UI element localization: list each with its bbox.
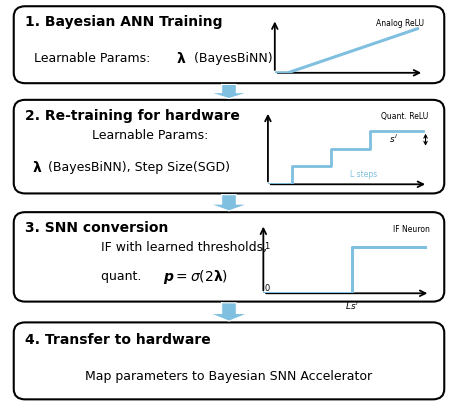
Text: Learnable Params:: Learnable Params:	[34, 52, 159, 65]
Polygon shape	[210, 195, 248, 211]
Text: Map parameters to Bayesian SNN Accelerator: Map parameters to Bayesian SNN Accelerat…	[86, 370, 372, 383]
Text: $\boldsymbol{p} = \sigma(2\boldsymbol{\lambda})$: $\boldsymbol{p} = \sigma(2\boldsymbol{\l…	[163, 267, 228, 285]
FancyBboxPatch shape	[14, 212, 444, 302]
Text: 0: 0	[264, 284, 270, 293]
Polygon shape	[210, 84, 248, 99]
Text: 1. Bayesian ANN Training: 1. Bayesian ANN Training	[25, 15, 223, 30]
FancyBboxPatch shape	[14, 100, 444, 193]
Text: 2. Re-training for hardware: 2. Re-training for hardware	[25, 109, 240, 123]
Text: $\boldsymbol{\lambda}$: $\boldsymbol{\lambda}$	[176, 51, 187, 66]
Text: $\boldsymbol{\lambda}$: $\boldsymbol{\lambda}$	[32, 160, 43, 175]
FancyBboxPatch shape	[14, 6, 444, 83]
Text: IF with learned thresholds,: IF with learned thresholds,	[101, 241, 267, 255]
Text: quant.: quant.	[101, 270, 149, 283]
Text: (BayesBiNN): (BayesBiNN)	[190, 52, 273, 65]
Text: Analog ReLU: Analog ReLU	[376, 19, 424, 28]
Text: $Ls^l$: $Ls^l$	[345, 300, 359, 312]
Text: IF Neuron: IF Neuron	[393, 225, 430, 235]
Text: L steps: L steps	[350, 171, 377, 179]
FancyBboxPatch shape	[14, 322, 444, 399]
Text: (BayesBiNN), Step Size(SGD): (BayesBiNN), Step Size(SGD)	[48, 161, 230, 174]
Text: $\boldsymbol{s^l}$: $\boldsymbol{s^l}$	[389, 133, 398, 145]
Text: Learnable Params:: Learnable Params:	[92, 129, 208, 142]
Polygon shape	[210, 303, 248, 321]
Text: 1: 1	[264, 243, 270, 251]
Text: 3. SNN conversion: 3. SNN conversion	[25, 221, 169, 235]
Text: 4. Transfer to hardware: 4. Transfer to hardware	[25, 333, 211, 347]
Text: Quant. ReLU: Quant. ReLU	[381, 112, 428, 121]
